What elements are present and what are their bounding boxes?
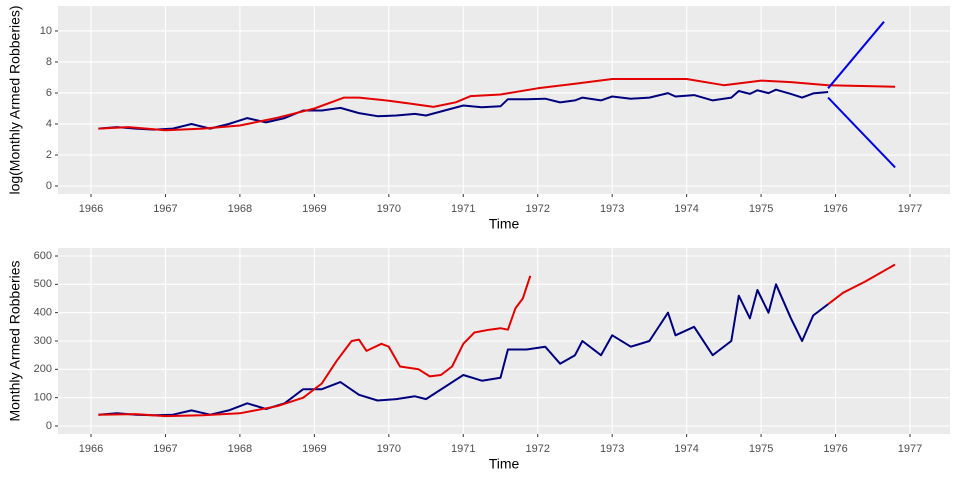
x-tick-label: 1970 bbox=[377, 203, 401, 215]
y-tick-label: 6 bbox=[46, 87, 52, 99]
series-line bbox=[98, 283, 829, 417]
y-tick-label: 500 bbox=[34, 278, 52, 290]
y-tick-label: 0 bbox=[46, 180, 52, 192]
x-tick-label: 1976 bbox=[823, 203, 847, 215]
y-tick-label: 4 bbox=[46, 118, 52, 130]
x-tick-label: 1977 bbox=[898, 203, 922, 215]
x-tick-label: 1974 bbox=[674, 443, 698, 455]
plot-background bbox=[58, 6, 950, 194]
y-tick-label: 2 bbox=[46, 149, 52, 161]
series-line bbox=[98, 78, 896, 132]
series-line bbox=[827, 21, 885, 89]
x-axis-label: Time bbox=[489, 216, 520, 232]
y-tick-label: 10 bbox=[40, 25, 52, 37]
x-tick-label: 1971 bbox=[451, 203, 475, 215]
x-tick-label: 1972 bbox=[525, 443, 549, 455]
y-axis-label: log(Monthly Armed Robberies) bbox=[7, 5, 23, 194]
y-tick-label: 8 bbox=[46, 56, 52, 68]
x-tick-label: 1972 bbox=[525, 203, 549, 215]
x-axis-label: Time bbox=[489, 456, 520, 472]
series-line bbox=[98, 88, 829, 131]
y-tick-label: 200 bbox=[34, 363, 52, 375]
y-tick-label: 0 bbox=[46, 420, 52, 432]
x-tick-label: 1969 bbox=[302, 203, 326, 215]
x-tick-label: 1966 bbox=[79, 443, 103, 455]
x-tick-label: 1966 bbox=[79, 203, 103, 215]
x-tick-label: 1971 bbox=[451, 443, 475, 455]
x-tick-label: 1967 bbox=[153, 443, 177, 455]
y-tick-label: 100 bbox=[34, 392, 52, 404]
x-tick-label: 1970 bbox=[377, 443, 401, 455]
x-tick-label: 1967 bbox=[153, 203, 177, 215]
x-tick-label: 1969 bbox=[302, 443, 326, 455]
x-tick-label: 1975 bbox=[749, 443, 773, 455]
y-tick-label: 300 bbox=[34, 335, 52, 347]
x-tick-label: 1973 bbox=[600, 203, 624, 215]
y-tick-label: 600 bbox=[34, 250, 52, 262]
x-tick-label: 1974 bbox=[674, 203, 698, 215]
x-tick-label: 1973 bbox=[600, 443, 624, 455]
x-tick-label: 1968 bbox=[228, 203, 252, 215]
y-axis-label: Monthly Armed Robberies bbox=[7, 260, 23, 421]
x-tick-label: 1976 bbox=[823, 443, 847, 455]
x-tick-label: 1968 bbox=[228, 443, 252, 455]
y-tick-label: 400 bbox=[34, 307, 52, 319]
x-tick-label: 1977 bbox=[898, 443, 922, 455]
x-tick-label: 1975 bbox=[749, 203, 773, 215]
series-line bbox=[98, 275, 532, 418]
series-line bbox=[827, 263, 896, 305]
series-line bbox=[827, 96, 896, 169]
